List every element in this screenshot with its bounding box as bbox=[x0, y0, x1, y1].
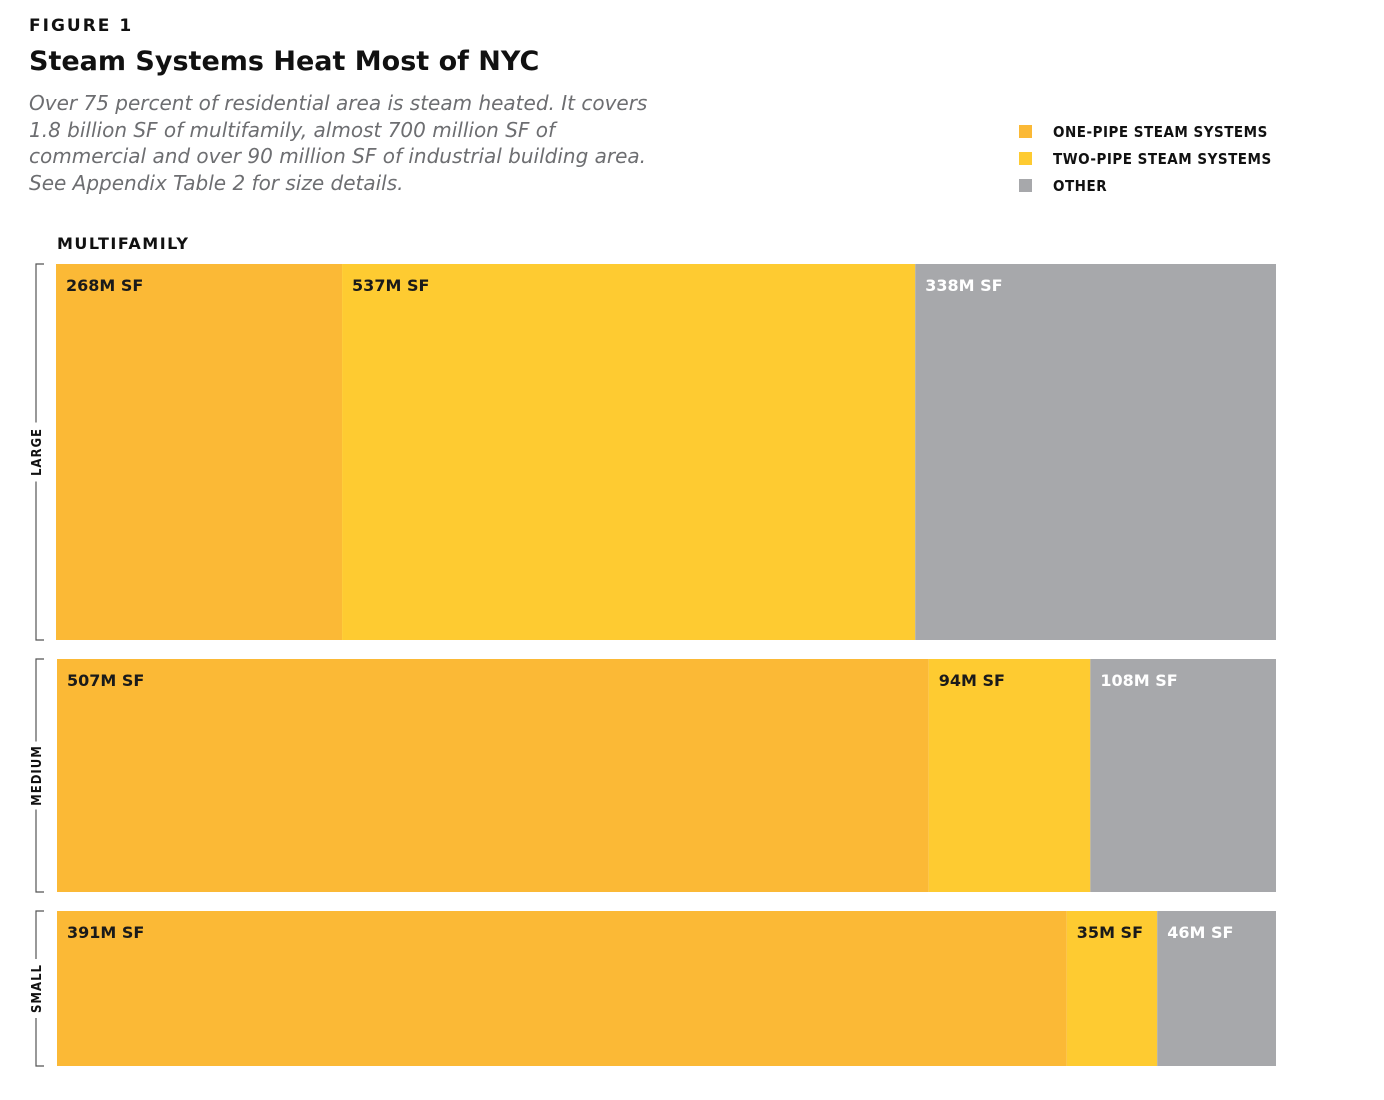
category-label-small: SMALL bbox=[30, 964, 45, 1013]
legend-swatch-one-pipe bbox=[1019, 125, 1032, 138]
legend-item-other: OTHER bbox=[1019, 172, 1272, 199]
data-label-medium-other: 108M SF bbox=[1100, 671, 1177, 690]
category-label-bg-medium bbox=[28, 741, 44, 810]
data-label-small-one-pipe: 391M SF bbox=[67, 923, 144, 942]
legend-swatch-other bbox=[1019, 179, 1032, 192]
category-label-medium: MEDIUM bbox=[30, 745, 45, 806]
data-label-large-two-pipe: 537M SF bbox=[352, 276, 429, 295]
data-label-small-other: 46M SF bbox=[1167, 923, 1233, 942]
bar-medium-one-pipe bbox=[57, 659, 929, 892]
bar-small-other bbox=[1157, 911, 1276, 1066]
data-label-medium-one-pipe: 507M SF bbox=[67, 671, 144, 690]
category-label-bg-small bbox=[28, 959, 44, 1018]
bar-large-two-pipe bbox=[342, 264, 916, 640]
bar-medium-other bbox=[1090, 659, 1276, 892]
data-label-medium-two-pipe: 94M SF bbox=[939, 671, 1005, 690]
legend-item-one-pipe: ONE-PIPE STEAM SYSTEMS bbox=[1019, 118, 1272, 145]
data-label-large-one-pipe: 268M SF bbox=[66, 276, 143, 295]
legend: ONE-PIPE STEAM SYSTEMS TWO-PIPE STEAM SY… bbox=[1019, 118, 1272, 199]
data-label-large-other: 338M SF bbox=[925, 276, 1002, 295]
figure-label: FIGURE 1 bbox=[29, 16, 134, 36]
bar-large-other bbox=[915, 264, 1276, 640]
bar-medium-two-pipe bbox=[928, 659, 1091, 892]
legend-label-one-pipe: ONE-PIPE STEAM SYSTEMS bbox=[1053, 122, 1268, 141]
category-label-large: LARGE bbox=[30, 428, 45, 476]
legend-label-other: OTHER bbox=[1053, 176, 1108, 195]
bar-small-two-pipe bbox=[1066, 911, 1158, 1066]
data-label-small-two-pipe: 35M SF bbox=[1077, 923, 1143, 942]
chart-title: Steam Systems Heat Most of NYC bbox=[29, 46, 540, 77]
legend-label-two-pipe: TWO-PIPE STEAM SYSTEMS bbox=[1053, 149, 1272, 168]
bar-large-one-pipe bbox=[56, 264, 343, 640]
chart-subtitle: Over 75 percent of residential area is s… bbox=[29, 91, 648, 195]
section-label-multifamily: MULTIFAMILY bbox=[57, 234, 190, 253]
category-label-bg-large bbox=[28, 422, 44, 482]
legend-swatch-two-pipe bbox=[1019, 152, 1032, 165]
legend-item-two-pipe: TWO-PIPE STEAM SYSTEMS bbox=[1019, 145, 1272, 172]
bar-small-one-pipe bbox=[57, 911, 1067, 1066]
